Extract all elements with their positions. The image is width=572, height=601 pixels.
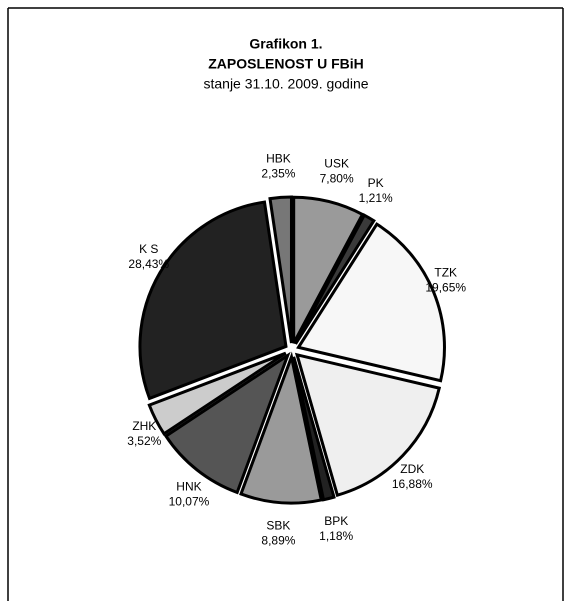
pie-slice [294,213,376,345]
slice-label: USK [324,157,349,171]
slice-label: TZK [434,266,457,280]
pie-slice [268,195,293,344]
pie-slice [147,351,287,436]
slice-value: 7,80% [320,172,354,186]
slice-label: BPK [324,514,348,528]
slice-value: 3,52% [127,434,161,448]
pie-slice [296,222,446,383]
slice-value: 8,89% [261,534,295,548]
pie-slice [138,200,288,401]
chart-title: Grafikon 1. [249,36,322,52]
chart-note: stanje 31.10. 2009. godine [203,76,368,92]
slice-label: PK [368,176,384,190]
pie-slice [163,351,291,495]
slice-value: 1,18% [319,529,353,543]
slice-label: ZHK [132,419,156,433]
slice-value: 28,43% [128,257,169,271]
pie-slice [292,195,365,344]
chart-subtitle: ZAPOSLENOST U FBiH [208,56,364,72]
slice-value: 2,35% [261,167,295,181]
slice-value: 19,65% [425,281,466,295]
slice-label: HBK [266,152,291,166]
pie-slice [239,351,324,505]
slice-label: ZDK [400,462,424,476]
slice-value: 10,07% [169,494,210,508]
slice-value: 1,21% [359,191,393,205]
slice-label: K S [139,242,158,256]
slice-label: SBK [266,519,290,533]
slice-label: HNK [176,479,201,493]
slice-value: 16,88% [392,477,433,491]
pie-slice [294,352,442,498]
pie-slice [292,356,336,502]
